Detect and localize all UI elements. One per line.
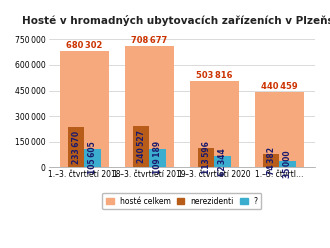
- Bar: [190, 81, 239, 167]
- Text: 109 189: 109 189: [153, 141, 162, 174]
- Text: 62 344: 62 344: [218, 148, 227, 176]
- Text: 440 459: 440 459: [261, 82, 298, 91]
- Text: 233 670: 233 670: [72, 131, 81, 164]
- Text: 240 527: 240 527: [137, 130, 146, 163]
- Text: 74 382: 74 382: [267, 147, 276, 175]
- Bar: [60, 51, 109, 167]
- Bar: [263, 155, 279, 167]
- Bar: [84, 149, 101, 167]
- Bar: [68, 127, 84, 167]
- Text: 35 000: 35 000: [283, 150, 292, 178]
- Text: 105 605: 105 605: [88, 142, 97, 175]
- Title: Hosté v hromadných ubytovacích zařízeních v Plzeňsk: Hosté v hromadných ubytovacích zařízeníc…: [22, 15, 330, 26]
- Bar: [255, 92, 304, 167]
- Bar: [125, 46, 174, 167]
- Bar: [149, 149, 166, 167]
- Bar: [279, 161, 295, 167]
- Legend: hosté celkem, nerezidenti, ?: hosté celkem, nerezidenti, ?: [102, 193, 261, 209]
- Text: 503 816: 503 816: [196, 71, 233, 80]
- Text: 680 302: 680 302: [66, 41, 102, 50]
- Bar: [214, 156, 231, 167]
- Text: 708 677: 708 677: [131, 36, 167, 45]
- Bar: [198, 148, 214, 167]
- Bar: [133, 126, 149, 167]
- Text: 113 596: 113 596: [202, 141, 211, 174]
